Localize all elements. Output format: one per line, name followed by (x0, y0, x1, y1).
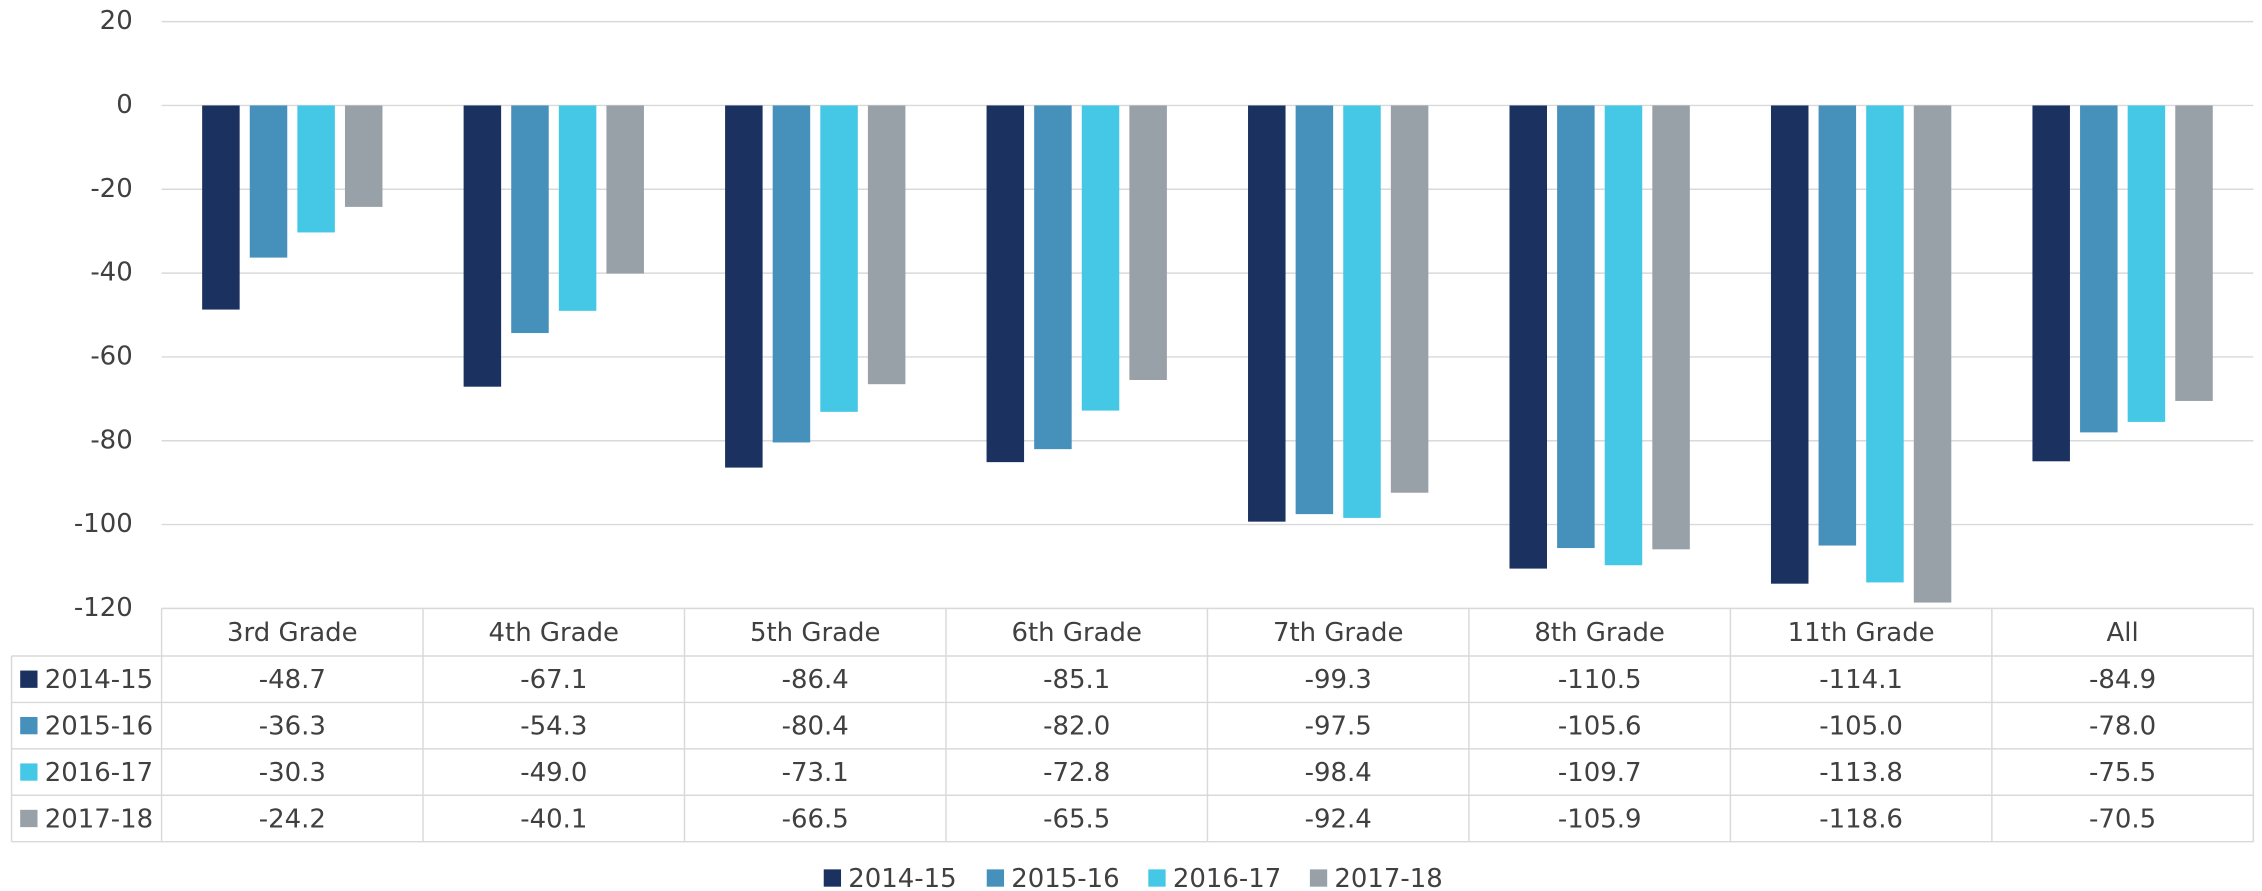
table-cell: -82.0 (1043, 712, 1110, 742)
x-tick-label: 4th Grade (489, 618, 619, 648)
x-tick-label: 8th Grade (1534, 618, 1664, 648)
bar (1652, 105, 1690, 550)
table-cell: -48.7 (259, 665, 326, 695)
table-cell: -86.4 (782, 665, 849, 695)
bar (772, 105, 811, 443)
x-tick-label: 6th Grade (1011, 618, 1141, 648)
row-label: 2014-15 (45, 665, 153, 695)
table-cell: -36.3 (259, 712, 326, 742)
row-label: 2016-17 (45, 758, 153, 788)
table-cell: -92.4 (1305, 804, 1372, 834)
y-tick-label: -100 (74, 509, 133, 539)
row-label: 2017-18 (45, 804, 153, 834)
table-cell: -30.3 (259, 758, 326, 788)
table-cell: -24.2 (259, 804, 326, 834)
table-cell: -40.1 (520, 804, 587, 834)
legend-key (20, 716, 38, 735)
table-cell: -65.5 (1043, 804, 1110, 834)
bar (463, 105, 502, 387)
bar (1509, 105, 1548, 569)
bar (249, 105, 288, 258)
bar (2080, 105, 2118, 433)
table-cell: -105.6 (1558, 712, 1642, 742)
legend-key (20, 809, 38, 828)
bar (725, 105, 763, 468)
x-tick-label: 11th Grade (1788, 618, 1935, 648)
legend-key (823, 869, 842, 887)
bar (1129, 105, 1167, 380)
legend-key (1309, 869, 1328, 887)
x-tick-label: 3rd Grade (227, 618, 358, 648)
table-cell: -85.1 (1043, 665, 1110, 695)
bar (344, 105, 383, 207)
legend-key (986, 869, 1005, 887)
y-tick-label: -40 (90, 258, 132, 288)
table-cell: -67.1 (520, 665, 587, 695)
table-cell: -78.0 (2089, 712, 2156, 742)
y-tick-label: -60 (90, 341, 132, 371)
bar (1557, 105, 1595, 549)
legend-label: 2015-16 (1011, 864, 1119, 891)
bar (202, 105, 240, 310)
table-cell: -84.9 (2089, 665, 2156, 695)
x-tick-label: 5th Grade (750, 618, 880, 648)
bar (2032, 105, 2070, 462)
y-tick-label: -20 (90, 174, 132, 204)
table-cell: -114.1 (1819, 665, 1903, 695)
bar (1818, 105, 1857, 546)
bar (511, 105, 549, 334)
bar (1390, 105, 1429, 493)
y-tick-label: 20 (100, 6, 133, 36)
table-cell: -80.4 (782, 712, 849, 742)
table-cell: -105.0 (1819, 712, 1903, 742)
bar (606, 105, 644, 274)
bar (986, 105, 1025, 463)
table-cell: -113.8 (1819, 758, 1903, 788)
y-tick-label: -120 (74, 593, 133, 623)
bar (1081, 105, 1120, 411)
table-cell: -118.6 (1819, 804, 1903, 834)
bar (1604, 105, 1643, 566)
table-cell: -110.5 (1558, 665, 1642, 695)
table-cell: -66.5 (782, 804, 849, 834)
bar (867, 105, 906, 385)
table-cell: -49.0 (520, 758, 587, 788)
row-label: 2015-16 (45, 712, 153, 742)
table-cell: -70.5 (2089, 804, 2156, 834)
table-cell: -97.5 (1305, 712, 1372, 742)
table-cell: -99.3 (1305, 665, 1372, 695)
table-cell: -109.7 (1558, 758, 1642, 788)
y-tick-label: 0 (116, 90, 133, 120)
bar (558, 105, 597, 311)
bar (1913, 105, 1952, 603)
legend-key (20, 763, 38, 781)
y-tick-label: -80 (90, 425, 132, 455)
table-cell: -54.3 (520, 712, 587, 742)
bar (1866, 105, 1904, 583)
bar (2175, 105, 2213, 401)
legend-key (20, 670, 38, 688)
bar (297, 105, 335, 233)
bar (1248, 105, 1286, 522)
table-cell: -73.1 (782, 758, 849, 788)
bar (1770, 105, 1809, 584)
table-cell: -98.4 (1305, 758, 1372, 788)
legend-label: 2016-17 (1173, 864, 1281, 891)
bar (2127, 105, 2166, 422)
x-tick-label: 7th Grade (1273, 618, 1403, 648)
bar (1343, 105, 1381, 518)
legend-label: 2017-18 (1334, 864, 1442, 891)
table-cell: -72.8 (1043, 758, 1110, 788)
legend-label: 2014-15 (848, 864, 956, 891)
bar (1034, 105, 1072, 450)
bar (1295, 105, 1334, 515)
bar (820, 105, 858, 412)
legend-key (1148, 869, 1166, 887)
table-cell: -75.5 (2089, 758, 2156, 788)
x-tick-label: All (2107, 618, 2139, 648)
table-cell: -105.9 (1558, 804, 1642, 834)
